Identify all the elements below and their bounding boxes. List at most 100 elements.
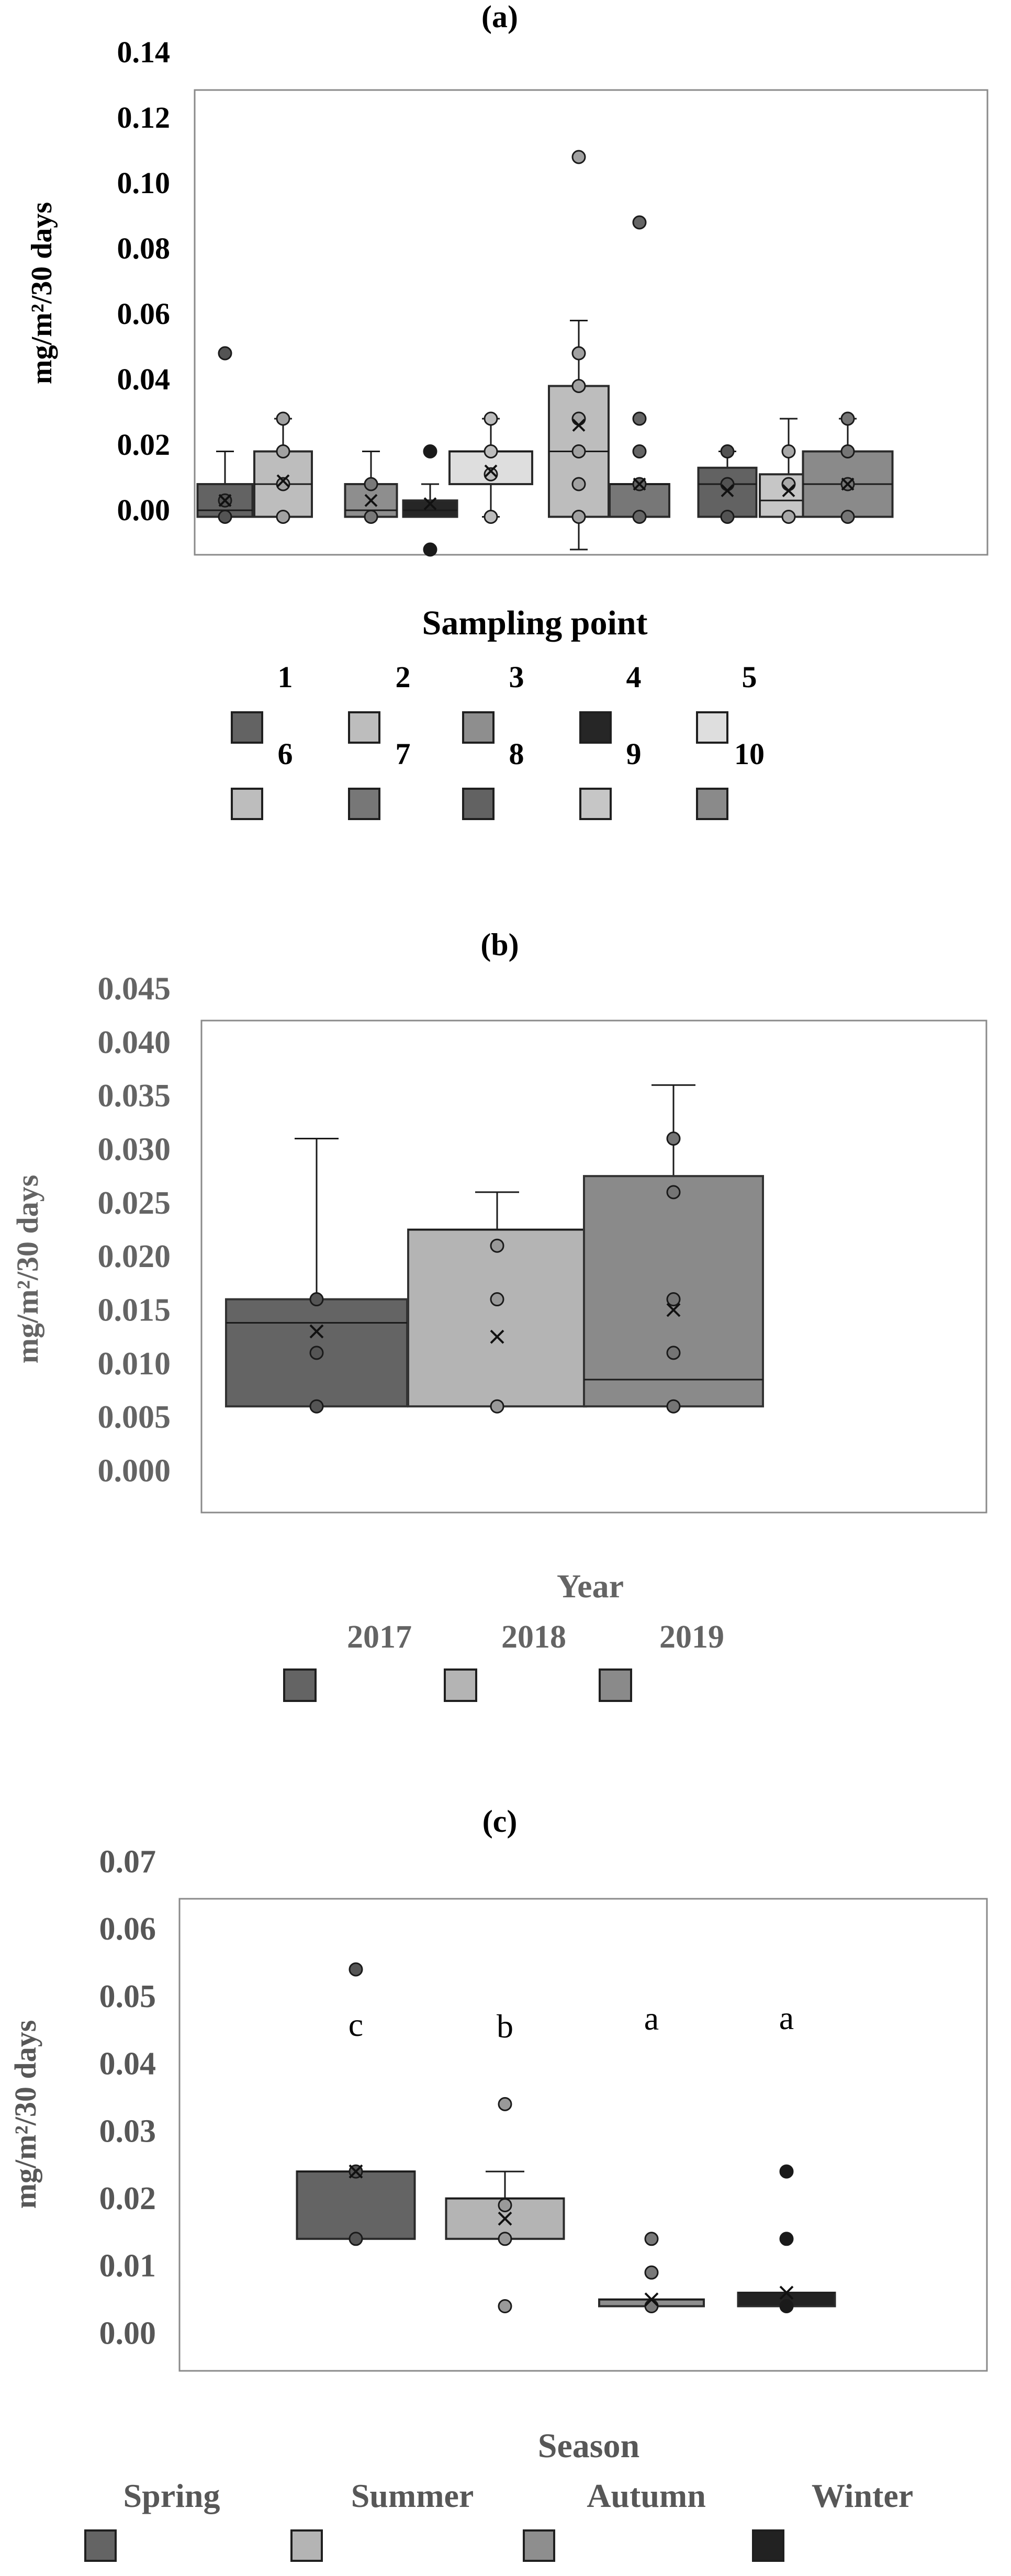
chart-panel-2: (c) 0.00 0.01 0.02 0.03 0.04 0.05 0.06 0.07 mg/m²… (8, 1804, 988, 2562)
legend-label: 9 (626, 737, 642, 771)
legend-label: 7 (396, 737, 411, 771)
mean-marker (721, 484, 734, 497)
data-point (632, 444, 647, 458)
data-point (571, 444, 586, 458)
data-point (666, 1399, 681, 1414)
chart-title: (c) (482, 1804, 518, 1839)
chart-title: (b) (480, 927, 519, 962)
data-point (276, 444, 290, 458)
data-point (720, 477, 735, 491)
y-tick-label: 0.04 (117, 362, 171, 396)
box-series-Spring (296, 1962, 416, 2246)
y-tick-label: 0.020 (98, 1239, 171, 1274)
y-tick-label: 0.12 (117, 100, 171, 135)
box-iqr (583, 1175, 764, 1408)
data-point (571, 477, 586, 491)
data-point (644, 2299, 659, 2314)
legend-swatch (283, 1668, 317, 1702)
mean-marker (498, 2211, 512, 2226)
y-tick-label: 0.04 (99, 2046, 156, 2082)
data-point (720, 510, 735, 524)
box-series-Autumn (598, 2232, 705, 2314)
data-point (484, 411, 498, 426)
significance-letter: b (497, 2008, 513, 2045)
data-point (498, 2299, 512, 2314)
legend-label: 5 (742, 660, 757, 694)
box-series-2018 (407, 1191, 587, 1414)
legend-swatch (348, 788, 380, 820)
legend-label: 6 (278, 737, 293, 771)
y-tick-label: 0.02 (99, 2181, 156, 2216)
data-point (571, 150, 586, 164)
legend-swatch (579, 788, 612, 820)
legend-label: Summer (351, 2477, 474, 2514)
data-point (490, 1238, 504, 1253)
y-tick-label: 0.000 (98, 1453, 171, 1488)
legend-label: Winter (812, 2477, 913, 2514)
y-tick-label: 0.045 (98, 971, 171, 1006)
legend-swatch (462, 788, 495, 820)
mean-marker (572, 419, 586, 432)
y-tick-label: 0.03 (99, 2113, 156, 2149)
mean-marker (276, 474, 290, 488)
data-point (423, 444, 437, 458)
mean-marker (490, 1329, 504, 1344)
data-point (632, 215, 647, 230)
y-tick-label: 0.06 (99, 1911, 156, 1947)
legend-label: 8 (509, 737, 524, 771)
y-axis-label: mg/m²/30 days (26, 202, 58, 384)
chart-panel-1: (b) 0.000 0.005 0.010 0.015 0.020 0.025 0.030 0.… (10, 927, 987, 1702)
y-tick-label: 0.10 (117, 166, 171, 200)
box-series-8 (697, 444, 758, 524)
data-point (309, 1399, 324, 1414)
legend-title: Season (538, 2427, 639, 2465)
data-point (840, 510, 855, 524)
box-series-3 (344, 451, 398, 524)
legend-label: 1 (278, 660, 293, 694)
mean-marker (841, 477, 855, 491)
box-series-2019 (583, 1084, 764, 1414)
mean-marker (484, 464, 498, 478)
y-tick-label: 0.035 (98, 1078, 171, 1114)
data-point (644, 2232, 659, 2246)
box-iqr (296, 2170, 416, 2240)
mean-marker (782, 484, 795, 497)
legend-swatch (696, 711, 728, 744)
data-point (349, 2232, 363, 2246)
mean-marker (309, 1324, 324, 1339)
y-tick-label: 0.00 (117, 493, 171, 527)
mean-marker (633, 477, 646, 491)
legend-swatch (84, 2529, 117, 2562)
legend-swatch (579, 711, 612, 744)
data-point (218, 510, 232, 524)
box-iqr (407, 1228, 587, 1408)
data-point (309, 1346, 324, 1360)
data-point (666, 1346, 681, 1360)
y-tick-label: 0.015 (98, 1292, 171, 1328)
data-point (720, 444, 735, 458)
data-point (571, 379, 586, 393)
data-point (779, 2299, 794, 2314)
y-tick-label: 0.08 (117, 231, 171, 265)
data-point (571, 346, 586, 361)
y-tick-label: 0.01 (99, 2248, 156, 2284)
data-point (781, 477, 796, 491)
data-point (779, 2164, 794, 2179)
chart-panel-0: (a) 0.00 0.02 0.04 0.06 0.08 0.10 0.12 0.14 mg/m²… (26, 0, 988, 820)
legend-swatch (444, 1668, 477, 1702)
y-axis-label: mg/m²/30 days (10, 1175, 44, 1364)
data-point (484, 467, 498, 481)
y-tick-label: 0.05 (99, 1979, 156, 2014)
mean-marker (364, 494, 378, 507)
legend-swatch (696, 788, 728, 820)
y-tick-label: 0.030 (98, 1132, 171, 1167)
legend-swatch (290, 2529, 323, 2562)
plot-area (178, 1898, 988, 2372)
legend-label: 4 (626, 660, 642, 694)
legend-label: 2 (396, 660, 411, 694)
data-point (218, 346, 232, 361)
data-point (276, 477, 290, 491)
legend-swatch (752, 2529, 784, 2562)
data-point (484, 510, 498, 524)
